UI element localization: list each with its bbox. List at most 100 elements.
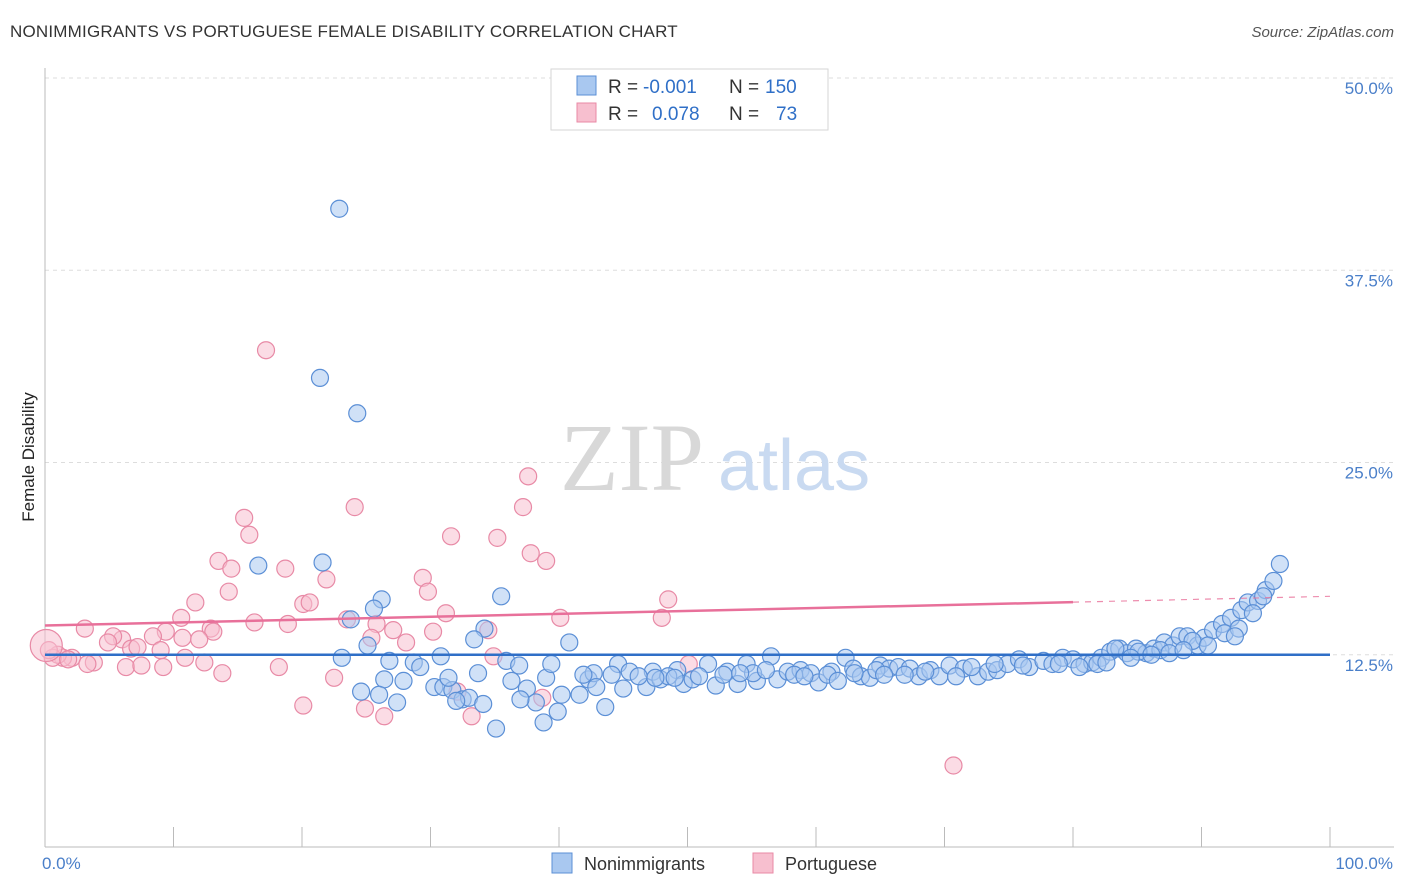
data-point-nonimmigrants [1121, 648, 1140, 667]
data-point-portuguese [441, 527, 461, 546]
data-point-portuguese [375, 707, 394, 726]
data-point-portuguese [128, 637, 147, 657]
data-point-nonimmigrants [348, 404, 367, 423]
data-point-portuguese [98, 633, 118, 652]
series-label-portuguese: Portuguese [785, 854, 877, 874]
data-point-portuguese [944, 756, 963, 775]
x-tick-label: 100.0% [1335, 854, 1393, 873]
data-point-nonimmigrants [510, 656, 529, 675]
data-point-portuguese [78, 654, 97, 674]
legend-n-value: 73 [776, 104, 797, 125]
data-point-nonimmigrants [646, 668, 665, 687]
data-point-portuguese [29, 628, 63, 663]
data-point-nonimmigrants [756, 661, 775, 680]
trend-line-portuguese-extension [1072, 595, 1331, 603]
data-point-portuguese [462, 707, 481, 726]
correlation-legend: R = -0.001 N = 150 R = 0.078 N = 73 [550, 68, 829, 131]
data-point-nonimmigrants [310, 368, 330, 388]
data-point-portuguese [132, 656, 151, 675]
data-point-nonimmigrants [845, 664, 864, 683]
legend-r-label: R = [608, 77, 638, 98]
grid-lines [45, 77, 1394, 656]
data-point-portuguese [219, 582, 238, 601]
data-point-portuguese [151, 641, 170, 660]
x-tick-label: 0.0% [42, 854, 81, 873]
data-point-nonimmigrants [875, 665, 894, 684]
data-point-nonimmigrants [570, 685, 589, 704]
legend-n-label: N = [729, 77, 759, 98]
y-tick-label: 12.5% [1345, 656, 1393, 675]
data-point-nonimmigrants [468, 664, 488, 683]
watermark-atlas: atlas [718, 426, 870, 506]
y-tick-label: 50.0% [1345, 79, 1393, 98]
data-point-nonimmigrants [962, 657, 981, 677]
data-point-nonimmigrants [511, 690, 530, 709]
legend-frame [550, 68, 829, 131]
legend-n-label: N = [729, 104, 759, 125]
legend-swatch-portuguese [576, 102, 597, 123]
data-point-portuguese [116, 657, 136, 677]
data-point-nonimmigrants [1270, 554, 1289, 574]
data-point-nonimmigrants [1198, 636, 1218, 655]
data-point-nonimmigrants [332, 648, 351, 667]
data-point-portuguese [521, 544, 540, 563]
data-point-nonimmigrants [486, 719, 506, 738]
data-point-nonimmigrants [492, 587, 511, 606]
data-point-nonimmigrants [534, 713, 553, 732]
data-point-portuguese [213, 664, 232, 683]
data-point-portuguese [204, 622, 223, 641]
data-point-portuguese [384, 621, 403, 640]
data-point-nonimmigrants [548, 702, 567, 721]
data-point-portuguese [240, 525, 259, 544]
data-point-portuguese [345, 498, 364, 517]
data-point-portuguese [186, 593, 205, 612]
data-point-portuguese [519, 467, 538, 486]
legend-r-value: -0.001 [643, 77, 697, 98]
data-point-portuguese [59, 650, 78, 669]
data-point-portuguese [355, 699, 375, 718]
data-point-nonimmigrants [587, 677, 606, 697]
legend-swatch-nonimmigrants [576, 75, 597, 96]
data-point-portuguese [75, 619, 94, 638]
series-label-nonimmigrants: Nonimmigrants [584, 854, 705, 874]
data-point-nonimmigrants [474, 694, 493, 714]
data-point-portuguese [278, 614, 297, 634]
series-swatch-nonimmigrants [551, 852, 573, 874]
data-point-portuguese [175, 648, 195, 667]
data-point-nonimmigrants [1070, 657, 1089, 677]
data-point-nonimmigrants [411, 657, 430, 677]
data-point-nonimmigrants [1097, 653, 1116, 672]
data-point-nonimmigrants [596, 697, 615, 717]
data-point-nonimmigrants [330, 199, 349, 218]
data-point-nonimmigrants [1106, 639, 1125, 658]
data-point-nonimmigrants [387, 693, 407, 712]
data-point-nonimmigrants [502, 671, 521, 690]
series-swatch-portuguese [752, 852, 774, 874]
data-point-portuguese [245, 613, 264, 632]
data-point-portuguese [269, 657, 288, 677]
data-point-nonimmigrants [370, 685, 389, 704]
data-point-nonimmigrants [542, 654, 561, 674]
data-point-nonimmigrants [552, 685, 571, 704]
y-axis-label: Female Disability [19, 392, 38, 522]
data-point-nonimmigrants [249, 556, 268, 575]
data-point-nonimmigrants [375, 670, 394, 689]
data-point-nonimmigrants [526, 693, 545, 712]
data-point-nonimmigrants [689, 667, 709, 686]
data-point-portuguese [325, 668, 344, 687]
data-point-nonimmigrants [795, 667, 814, 686]
data-point-nonimmigrants [985, 654, 1004, 674]
data-point-nonimmigrants [465, 630, 484, 649]
data-point-nonimmigrants [380, 651, 399, 671]
data-point-portuguese [317, 570, 336, 589]
data-point-portuguese [235, 508, 254, 527]
data-point-nonimmigrants [1013, 656, 1032, 675]
data-point-nonimmigrants [1225, 627, 1245, 646]
data-point-nonimmigrants [313, 553, 332, 572]
data-points [29, 199, 1289, 775]
data-point-nonimmigrants [828, 671, 847, 690]
data-point-nonimmigrants [1049, 654, 1068, 674]
data-point-portuguese [294, 696, 313, 715]
data-point-nonimmigrants [352, 682, 371, 701]
